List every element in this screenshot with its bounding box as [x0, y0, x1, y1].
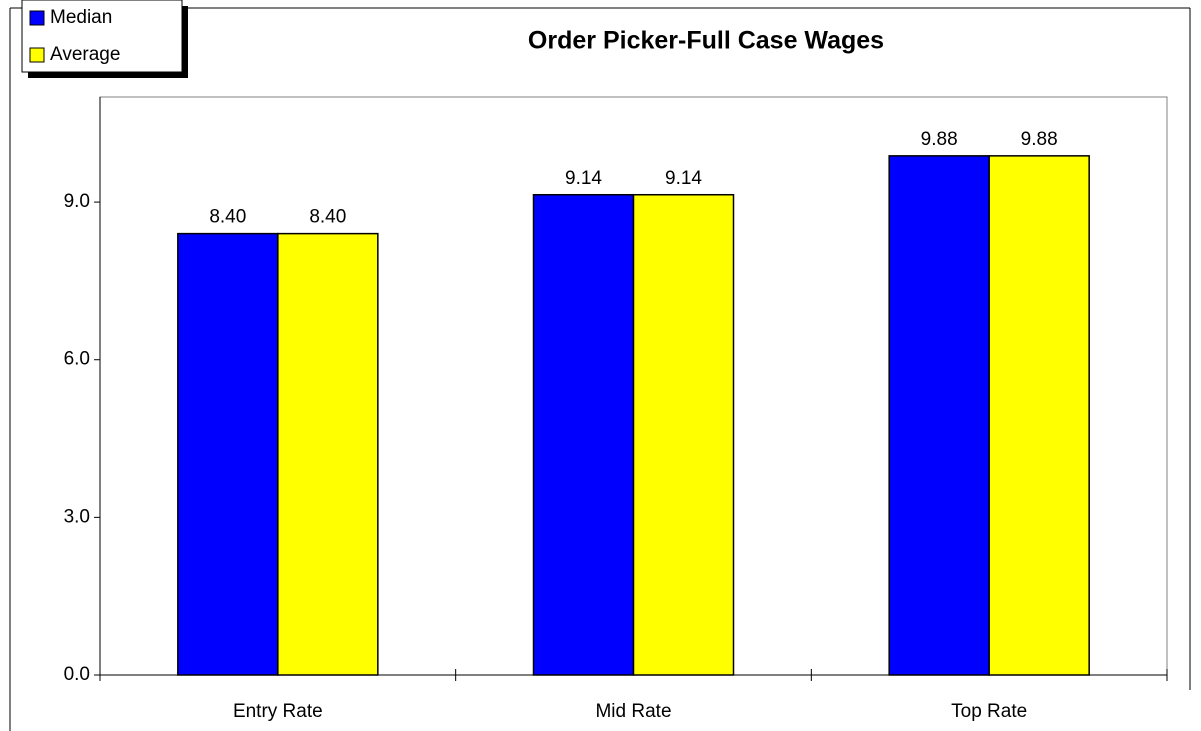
data-label: 9.88: [921, 129, 958, 150]
legend-label: Median: [50, 7, 112, 28]
bar: [177, 232, 279, 676]
legend-swatch: [29, 47, 45, 63]
chart-title: Order Picker-Full Case Wages: [528, 27, 884, 55]
y-tick-label: 9.0: [64, 191, 90, 212]
data-label: 9.14: [665, 168, 702, 189]
y-tick-label: 6.0: [64, 349, 90, 370]
bar: [277, 232, 379, 676]
y-tick-label: 3.0: [64, 506, 90, 527]
y-tick-label: 0.0: [64, 664, 90, 685]
legend-swatch: [29, 10, 45, 26]
data-label: 8.40: [309, 207, 346, 228]
data-label: 8.40: [209, 207, 246, 228]
bar: [632, 193, 735, 676]
x-tick-label: Mid Rate: [595, 701, 671, 722]
legend-label: Average: [50, 44, 120, 65]
legend-box: [21, 0, 183, 73]
data-label: 9.14: [565, 168, 602, 189]
data-label: 9.88: [1021, 129, 1058, 150]
bar: [888, 155, 990, 676]
x-tick-label: Top Rate: [951, 701, 1027, 722]
x-tick-label: Entry Rate: [233, 701, 323, 722]
bar: [532, 193, 635, 676]
bar: [988, 155, 1090, 676]
